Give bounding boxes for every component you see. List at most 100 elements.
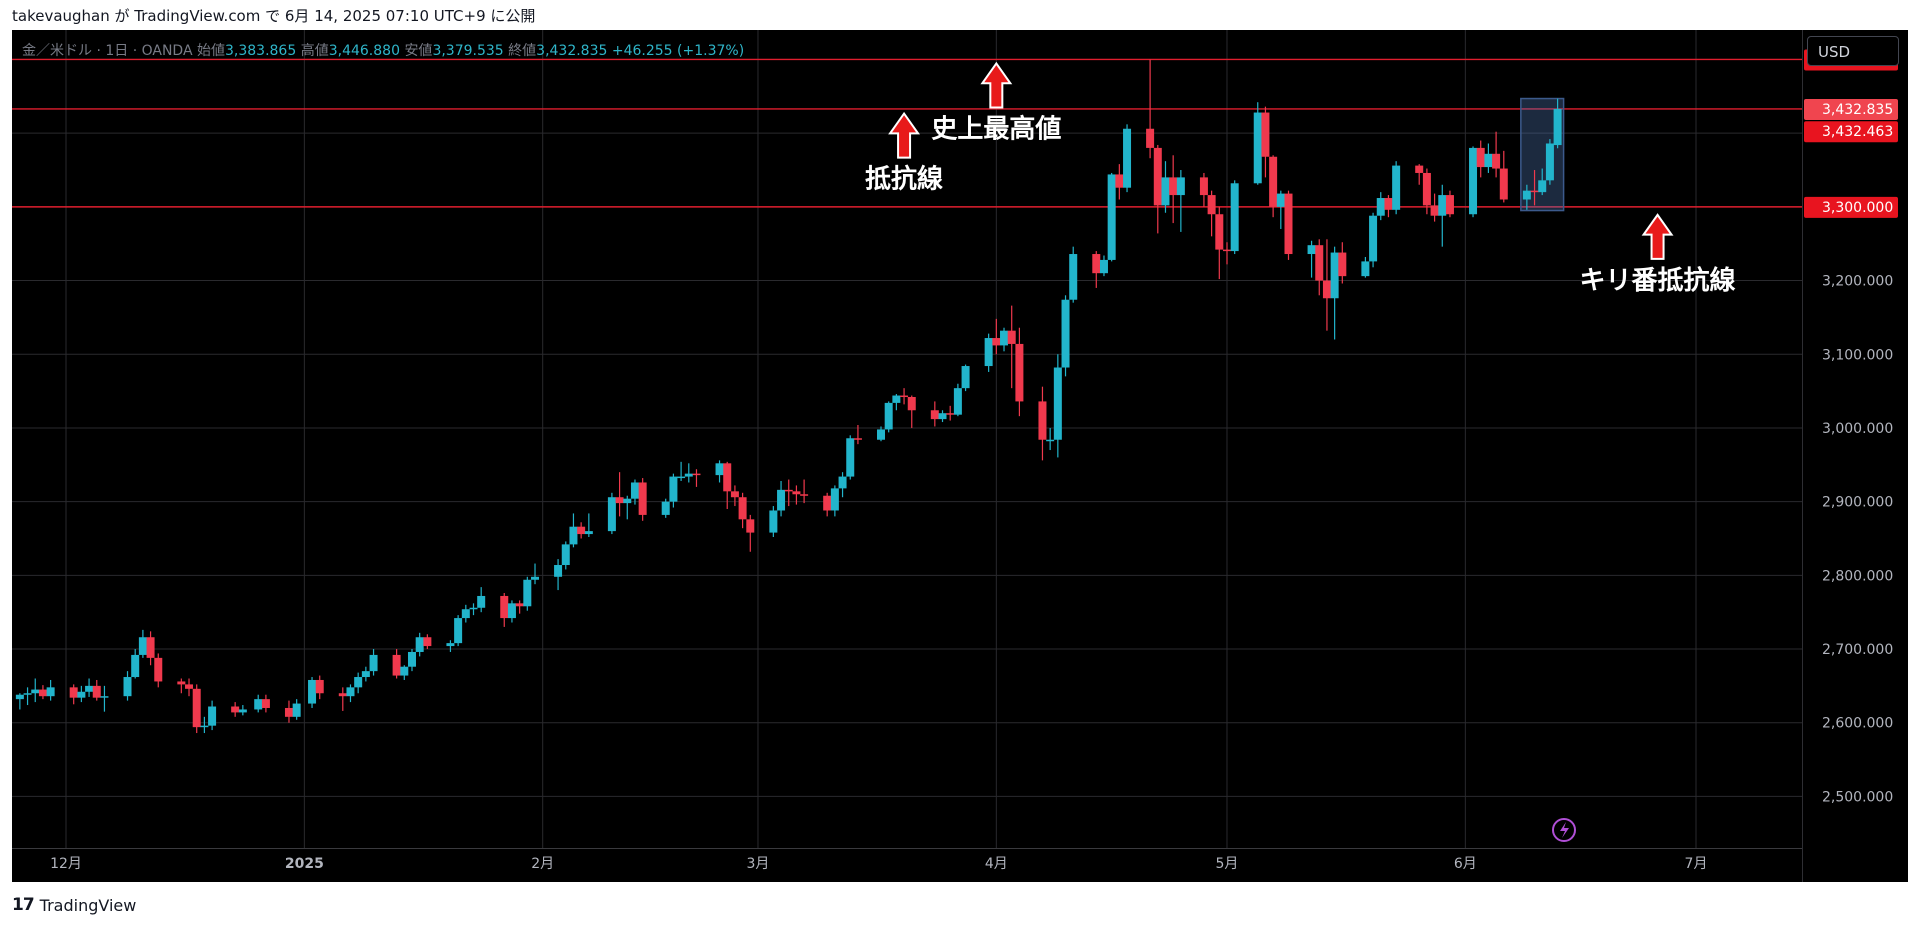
candle-body [254, 699, 263, 710]
candle-body [769, 510, 778, 533]
currency-button[interactable]: USD [1807, 36, 1899, 66]
candle-body [946, 413, 955, 415]
candle-body [131, 654, 140, 678]
candle-body [415, 637, 424, 652]
candle-body [1207, 195, 1216, 215]
symbol-name[interactable]: 金／米ドル · 1日 · OANDA [22, 43, 193, 59]
candle-body [784, 489, 793, 492]
price-label: 3,432.835 [1822, 102, 1893, 118]
candle-body [238, 709, 247, 713]
x-tick-label: 2025 [285, 856, 324, 872]
candle-body [1169, 177, 1178, 196]
candle-body [1069, 254, 1078, 300]
price-label-badge [1804, 98, 1898, 120]
candle-body [1422, 172, 1431, 206]
candle-body [884, 402, 893, 430]
candle-body [38, 689, 47, 697]
annotation-arrow-icon [980, 61, 1013, 109]
candle-body [1046, 439, 1055, 442]
candle-body [1338, 252, 1347, 277]
candle-body [669, 476, 678, 502]
candle-body [177, 681, 186, 685]
candle-body [746, 519, 755, 533]
candle-body [261, 699, 270, 708]
candle-body [1053, 367, 1062, 440]
candle-body [961, 366, 970, 389]
candle-body [1215, 214, 1224, 250]
candle-body [231, 706, 240, 713]
candle-body [1499, 168, 1508, 200]
candle-body [984, 338, 993, 367]
candle-body [607, 497, 616, 532]
candle-body [400, 666, 409, 676]
candle-body [853, 438, 862, 440]
candle-body [523, 579, 532, 607]
candle-body [515, 603, 524, 607]
y-tick-label: 3,200.000 [1822, 274, 1893, 290]
x-tick-label: 4月 [985, 856, 1008, 872]
candle-body [1553, 108, 1562, 146]
candle-body [308, 679, 317, 704]
y-tick-label: 2,500.000 [1822, 789, 1893, 805]
x-tick-label: 7月 [1685, 856, 1708, 872]
candle-body [1430, 205, 1439, 216]
candle-body [200, 725, 209, 728]
candle-body [1253, 112, 1262, 184]
candle-body [1376, 198, 1385, 216]
candle-body [738, 497, 747, 520]
y-tick-label: 2,900.000 [1822, 495, 1893, 511]
candle-body [723, 463, 732, 492]
x-tick-label: 5月 [1216, 856, 1239, 872]
candle-body [531, 576, 540, 580]
candle-body [1038, 401, 1047, 440]
candle-body [661, 501, 670, 515]
candle-body [192, 688, 201, 728]
candle-body [1392, 165, 1401, 210]
candle-body [185, 684, 194, 689]
tradingview-logo[interactable]: 17 TradingView [12, 894, 136, 916]
lightning-icon [1552, 818, 1576, 842]
candle-body [1061, 299, 1070, 368]
candle-body [1007, 330, 1016, 344]
candle-body [684, 473, 693, 477]
annotation-arrow-icon [888, 111, 920, 159]
candle-body [92, 685, 101, 698]
candle-body [623, 498, 632, 504]
candle-body [500, 595, 509, 619]
candle-body [907, 396, 916, 411]
tradingview-logo-icon: 17 [12, 895, 35, 915]
candle-body [1307, 245, 1316, 255]
candle-body [1015, 343, 1024, 402]
candle-body [146, 637, 155, 658]
candle-body [369, 654, 378, 672]
annotation-label: 抵抗線 [865, 164, 943, 195]
price-label: 3,432.463 [1822, 124, 1893, 140]
lightning-bolt-icon [1560, 822, 1569, 838]
candle-body [315, 679, 324, 694]
candle-body [584, 531, 593, 535]
candle-body [561, 544, 570, 566]
candle-body [1361, 261, 1370, 277]
candle-body [208, 706, 217, 726]
candle-body [1146, 128, 1155, 148]
candle-body [830, 488, 839, 511]
candle-body [1230, 183, 1239, 252]
candle-body [1415, 165, 1424, 173]
candle-body [346, 687, 355, 697]
candle-body [577, 526, 586, 535]
symbol-legend: 金／米ドル · 1日 · OANDA 始値3,383.865 高値3,446.8… [22, 40, 744, 60]
y-tick-label: 3,000.000 [1822, 421, 1893, 437]
candle-body [361, 671, 370, 678]
candle-body [1092, 254, 1101, 274]
candle-body [469, 607, 478, 610]
candle-body [477, 595, 486, 608]
candle-body [900, 395, 909, 398]
candle-body [838, 476, 847, 489]
candle-body [1099, 259, 1108, 274]
candle-body [1469, 147, 1478, 215]
candle-body [1476, 147, 1485, 168]
y-tick-label: 2,600.000 [1822, 716, 1893, 732]
candle-body [630, 482, 639, 499]
candle-body [792, 491, 801, 495]
candle-body [930, 410, 939, 420]
